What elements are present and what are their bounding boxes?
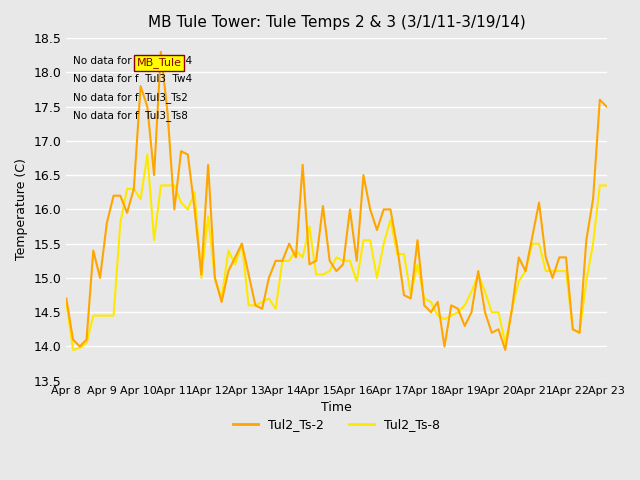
Text: No data for f  Tul3  Tw4: No data for f Tul3 Tw4 (73, 74, 193, 84)
Text: No data for f  Tul3_Ts2: No data for f Tul3_Ts2 (73, 92, 188, 103)
Text: No data for f  Tul2  Tw4: No data for f Tul2 Tw4 (73, 56, 193, 66)
Text: MB_Tule: MB_Tule (136, 58, 182, 69)
Y-axis label: Temperature (C): Temperature (C) (15, 158, 28, 260)
Title: MB Tule Tower: Tule Temps 2 & 3 (3/1/11-3/19/14): MB Tule Tower: Tule Temps 2 & 3 (3/1/11-… (148, 15, 525, 30)
X-axis label: Time: Time (321, 401, 352, 414)
Legend: Tul2_Ts-2, Tul2_Ts-8: Tul2_Ts-2, Tul2_Ts-8 (228, 413, 445, 436)
Text: No data for f  Tul3_Ts8: No data for f Tul3_Ts8 (73, 110, 188, 121)
